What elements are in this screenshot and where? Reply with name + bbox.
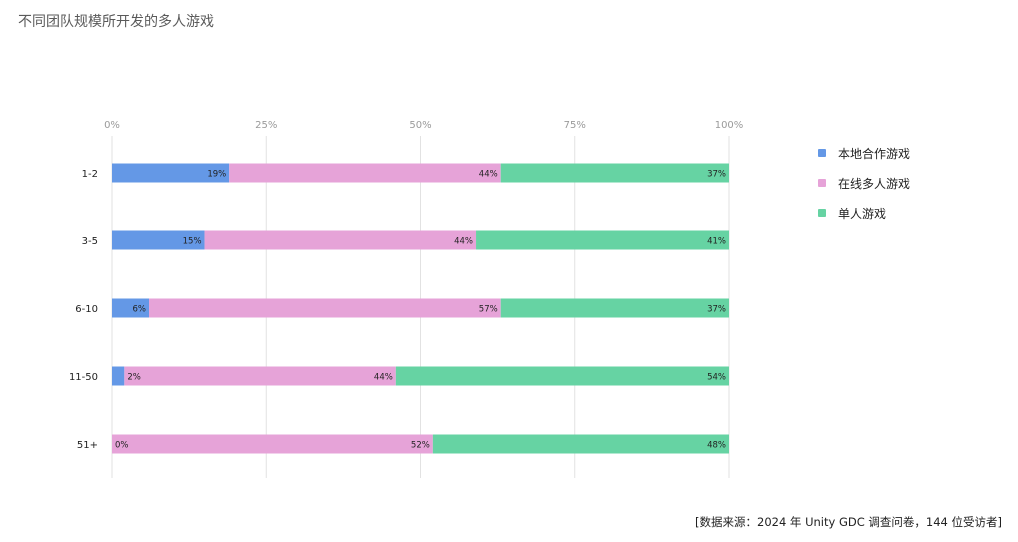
chart-title: 不同团队规模所开发的多人游戏 xyxy=(18,14,214,30)
bar-segment xyxy=(476,230,729,250)
data-labels: 19% 44% 37% 15% 44% 41% 6% 57% 37% 2% 44% 54% 0% 52% 4… xyxy=(115,170,726,451)
legend-label: 在线多人游戏 xyxy=(838,176,911,191)
bar-segment xyxy=(112,434,433,454)
data-label: 41% xyxy=(707,237,726,247)
bar-segment xyxy=(149,298,501,318)
category-label: 1-2 xyxy=(82,169,98,180)
data-label: 54% xyxy=(707,373,726,383)
data-label: 2% xyxy=(127,373,141,383)
x-tick-label: 50% xyxy=(409,120,431,131)
data-label: 19% xyxy=(207,170,226,180)
data-label: 37% xyxy=(707,170,726,180)
data-label: 44% xyxy=(454,237,473,247)
bar-segment xyxy=(112,163,230,183)
category-label: 3-5 xyxy=(82,236,98,247)
category-label: 6-10 xyxy=(75,304,98,315)
legend-item: 本地合作游戏 xyxy=(818,138,910,168)
bar-segment xyxy=(432,434,729,454)
bar-segment xyxy=(124,366,396,386)
bars xyxy=(112,163,729,454)
legend: 本地合作游戏 在线多人游戏 单人游戏 xyxy=(818,138,910,228)
x-tick-label: 100% xyxy=(715,120,744,131)
y-axis-categories: 1-2 3-5 6-10 11-50 51+ xyxy=(69,169,98,451)
data-label: 37% xyxy=(707,305,726,315)
data-label: 44% xyxy=(479,170,498,180)
legend-item: 在线多人游戏 xyxy=(818,168,910,198)
source-note: [数据来源：2024 年 Unity GDC 调查问卷，144 位受访者] xyxy=(695,515,1002,529)
legend-label: 本地合作游戏 xyxy=(838,146,911,161)
data-label: 44% xyxy=(374,373,393,383)
data-label: 57% xyxy=(479,305,498,315)
legend-item: 单人游戏 xyxy=(818,198,910,228)
legend-swatch xyxy=(818,179,826,187)
data-label: 6% xyxy=(133,305,147,315)
x-tick-label: 25% xyxy=(255,120,277,131)
data-label: 52% xyxy=(411,441,430,451)
category-label: 51+ xyxy=(77,440,98,451)
legend-label: 单人游戏 xyxy=(838,206,887,221)
x-tick-label: 0% xyxy=(104,120,120,131)
data-label: 15% xyxy=(183,237,202,247)
bar-segment xyxy=(112,230,205,250)
data-label: 0% xyxy=(115,441,129,451)
x-axis-ticks: 0% 25% 50% 75% 100% xyxy=(104,120,743,131)
category-label: 11-50 xyxy=(69,372,98,383)
bar-segment xyxy=(204,230,477,250)
data-label: 48% xyxy=(707,441,726,451)
x-tick-label: 75% xyxy=(564,120,586,131)
bar-segment xyxy=(395,366,729,386)
bar-segment xyxy=(112,366,125,386)
bar-segment xyxy=(229,163,501,183)
bar-segment xyxy=(500,298,729,318)
legend-swatch xyxy=(818,149,826,157)
legend-swatch xyxy=(818,209,826,217)
bar-segment xyxy=(500,163,729,183)
bar-segment xyxy=(112,298,150,318)
